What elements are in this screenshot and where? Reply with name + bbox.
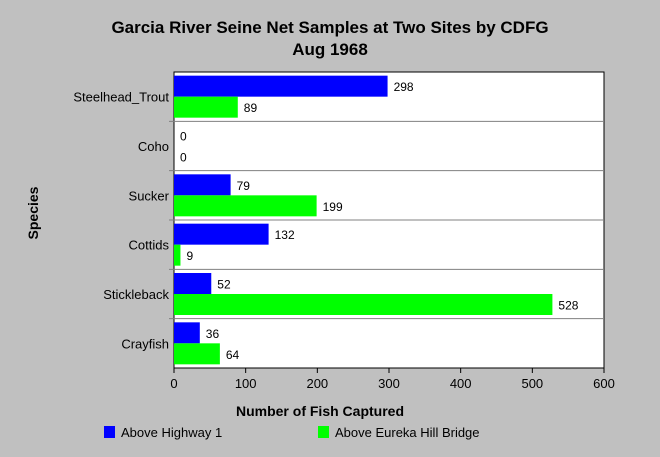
chart-subtitle: Aug 1968 [292, 40, 368, 59]
legend: Above Highway 1 Above Eureka Hill Bridge [104, 425, 480, 440]
x-tick-label: 300 [378, 376, 400, 391]
data-label-above-eureka-hill-bridge-coho: 0 [180, 151, 187, 165]
data-label-above-highway-1-sucker: 79 [237, 179, 251, 193]
x-axis-title: Number of Fish Captured [236, 403, 404, 419]
data-labels: 298 89 0 0 79 199 132 9 52 528 36 64 [180, 80, 579, 362]
data-label-above-highway-1-crayfish: 36 [206, 327, 220, 341]
bar-above-eureka-hill-bridge-steelhead-trout [174, 96, 238, 118]
x-tick-label: 200 [306, 376, 328, 391]
bar-above-eureka-hill-bridge-cottids [174, 244, 181, 266]
legend-swatch-above-highway-1 [104, 426, 115, 438]
data-label-above-eureka-hill-bridge-cottids: 9 [186, 249, 193, 263]
x-tick-label: 500 [521, 376, 543, 391]
category-label-steelhead-trout: Steelhead_Trout [73, 90, 169, 105]
bars [174, 75, 553, 365]
category-label-sucker: Sucker [129, 188, 170, 203]
legend-label-above-highway-1: Above Highway 1 [121, 425, 222, 440]
bar-above-highway-1-steelhead-trout [174, 75, 388, 97]
category-label-stickleback: Stickleback [103, 287, 169, 302]
bar-above-eureka-hill-bridge-crayfish [174, 343, 220, 365]
category-label-coho: Coho [138, 139, 169, 154]
x-tick-label: 100 [235, 376, 257, 391]
bar-above-highway-1-sucker [174, 174, 231, 196]
legend-label-above-eureka-hill-bridge: Above Eureka Hill Bridge [335, 425, 480, 440]
y-axis-title: Species [25, 186, 41, 239]
x-tick-label: 400 [450, 376, 472, 391]
data-label-above-eureka-hill-bridge-sucker: 199 [323, 200, 343, 214]
x-tick-label: 600 [593, 376, 615, 391]
bar-above-eureka-hill-bridge-sucker [174, 195, 317, 217]
bar-above-highway-1-stickleback [174, 273, 212, 294]
category-label-cottids: Cottids [129, 238, 170, 253]
category-labels: Steelhead_Trout Coho Sucker Cottids Stickleb… [73, 90, 169, 352]
category-label-crayfish: Crayfish [121, 336, 169, 351]
x-tick-label: 0 [170, 376, 177, 391]
bar-above-eureka-hill-bridge-stickleback [174, 294, 553, 315]
data-label-above-eureka-hill-bridge-steelhead-trout: 89 [244, 101, 258, 115]
data-label-above-highway-1-steelhead-trout: 298 [394, 80, 414, 94]
legend-swatch-above-eureka-hill-bridge [318, 426, 329, 438]
data-label-above-highway-1-stickleback: 52 [217, 278, 231, 292]
data-label-above-eureka-hill-bridge-crayfish: 64 [226, 348, 240, 362]
data-label-above-eureka-hill-bridge-stickleback: 528 [558, 299, 578, 313]
bar-above-highway-1-cottids [174, 223, 269, 245]
data-label-above-highway-1-cottids: 132 [275, 228, 295, 242]
chart-title: Garcia River Seine Net Samples at Two Si… [111, 18, 548, 37]
category-separators [169, 120, 604, 320]
x-axis-ticks: 0 100 200 300 400 500 600 [170, 368, 615, 391]
bar-above-highway-1-crayfish [174, 322, 200, 344]
data-label-above-highway-1-coho: 0 [180, 130, 187, 144]
